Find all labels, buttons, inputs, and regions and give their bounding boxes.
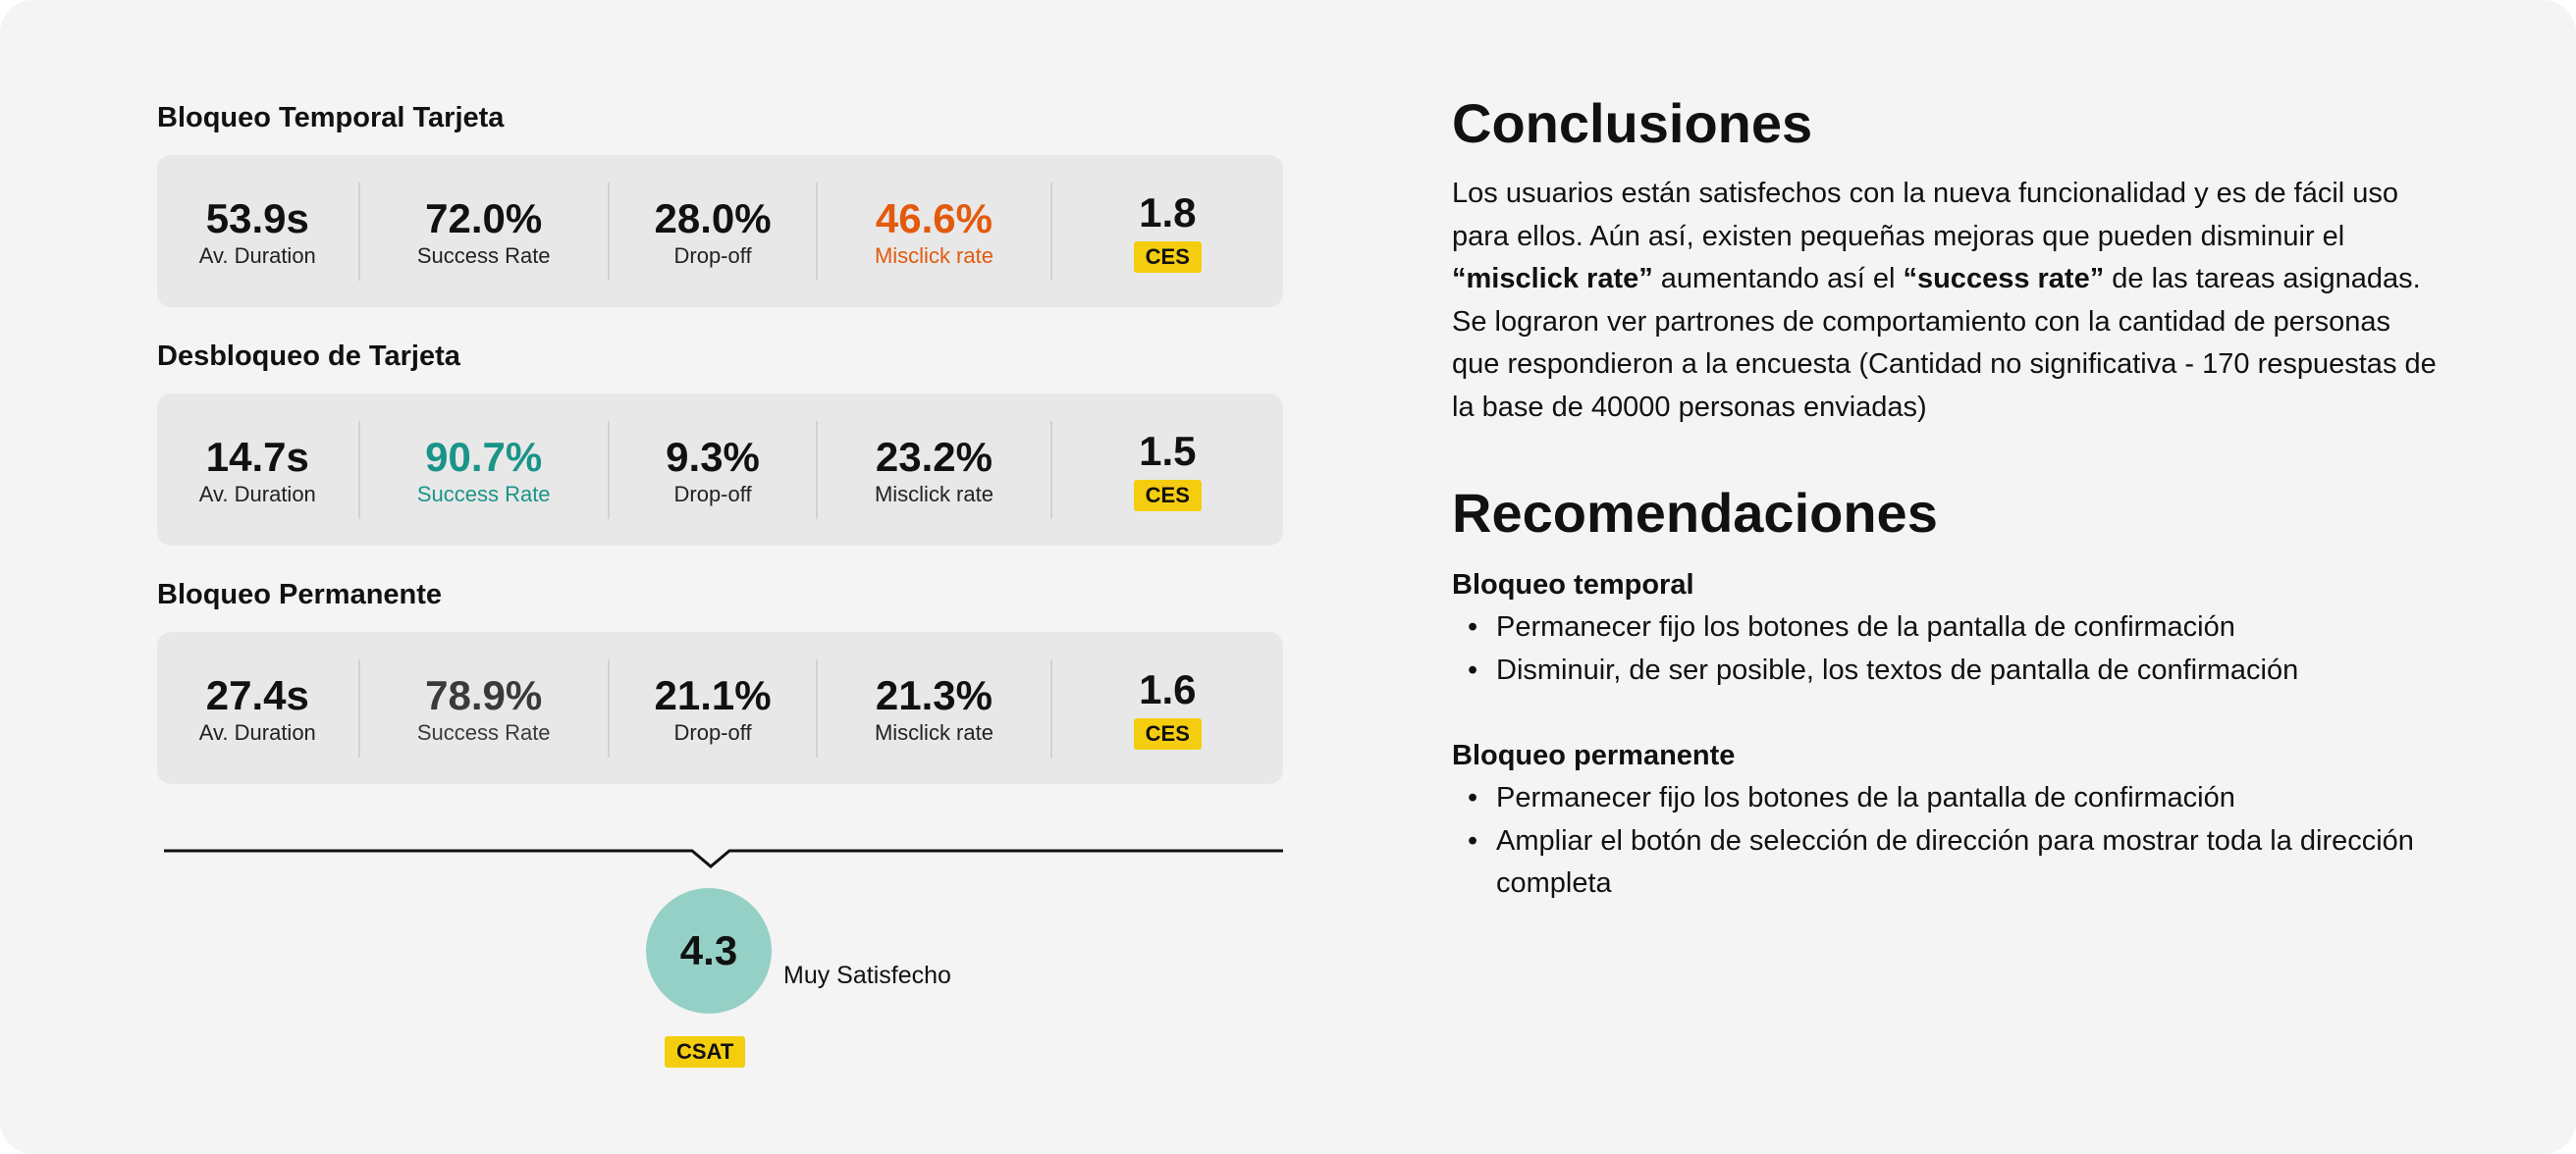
metrics-column: Bloqueo Temporal Tarjeta 53.9s Av. Durat… [157,98,1283,813]
metric-label: Drop-off [673,242,752,268]
connector-line-icon [164,849,1283,868]
metric-dropoff: 28.0% Drop-off [610,183,817,281]
divider [607,182,610,281]
metric-value: 23.2% [875,433,993,480]
metric-value: 27.4s [205,671,309,718]
recommendation-group-title: Bloqueo temporal [1452,569,1694,601]
metric-value: 14.7s [205,433,309,480]
metric-misclick: 46.6% Misclick rate [818,183,1049,281]
metric-label: Success Rate [416,481,551,506]
recommendation-list: Permanecer fijo los botones de la pantal… [1452,606,2443,692]
divider [357,658,360,758]
text-column: Conclusiones Los usuarios están satisfec… [1452,90,2443,906]
conclusions-bold-term: “misclick rate” [1452,263,1653,294]
block-desbloqueo: Desbloqueo de Tarjeta 14.7s Av. Duration… [157,337,1283,546]
divider [607,420,610,519]
metric-label: Misclick rate [874,242,993,268]
metrics-card: 14.7s Av. Duration 90.7% Success Rate 9.… [157,393,1283,546]
metric-value: 46.6% [875,194,993,241]
conclusions-paragraph-2: Se lograron ver partrones de comportamie… [1452,305,2437,423]
list-item: Ampliar el botón de selección de direcci… [1452,820,2443,906]
metric-ces: 1.5 CES [1052,421,1283,519]
csat-connector-line [162,839,1283,878]
list-item: Permanecer fijo los botones de la pantal… [1452,777,2443,820]
divider [816,182,819,281]
metric-value: 21.3% [875,671,993,718]
block-permanente: Bloqueo Permanente 27.4s Av. Duration 78… [157,575,1283,784]
metric-label: Av. Duration [198,242,316,268]
metric-value: 1.5 [1139,427,1197,474]
ces-badge: CES [1133,717,1202,750]
divider [816,658,819,758]
metric-value: 78.9% [425,671,543,718]
metric-label: Av. Duration [198,481,316,506]
metric-ces: 1.6 CES [1052,659,1283,758]
conclusions-text: de las tareas asignadas. [2104,263,2421,294]
metric-duration: 27.4s Av. Duration [157,659,358,758]
divider [1049,658,1052,758]
metric-success: 72.0% Success Rate [360,183,608,281]
metrics-card: 53.9s Av. Duration 72.0% Success Rate 28… [157,155,1283,307]
conclusions-text: Los usuarios están satisfechos con la nu… [1452,178,2399,252]
divider [607,658,610,758]
metric-duration: 14.7s Av. Duration [157,421,358,519]
recommendations-title: Recomendaciones [1452,482,1938,544]
list-item: Disminuir, de ser posible, los textos de… [1452,650,2443,693]
metric-dropoff: 9.3% Drop-off [610,421,817,519]
block-title: Desbloqueo de Tarjeta [157,341,460,372]
csat-score-circle: 4.3 [646,888,772,1014]
metric-value: 53.9s [205,194,309,241]
metric-value: 21.1% [654,671,772,718]
metric-success: 78.9% Success Rate [360,659,608,758]
divider [1049,182,1052,281]
ces-badge: CES [1133,479,1202,511]
metric-label: Success Rate [416,242,551,268]
csat-value: 4.3 [679,927,738,973]
metric-label: Misclick rate [874,719,993,745]
conclusions-paragraph-1: Los usuarios están satisfechos con la nu… [1452,173,2443,301]
divider [1049,420,1052,519]
metric-misclick: 23.2% Misclick rate [818,421,1049,519]
block-title: Bloqueo Temporal Tarjeta [157,102,505,133]
recommendation-list: Permanecer fijo los botones de la pantal… [1452,777,2443,906]
metric-value: 1.6 [1139,665,1197,712]
metric-value: 90.7% [425,433,543,480]
metric-value: 1.8 [1139,188,1197,236]
metric-value: 28.0% [654,194,772,241]
list-item: Permanecer fijo los botones de la pantal… [1452,606,2443,650]
metric-label: Misclick rate [874,481,993,506]
conclusions-title: Conclusiones [1452,92,1813,154]
csat-badge-wrap: CSAT [665,1030,746,1068]
recommendation-group-title: Bloqueo permanente [1452,740,1736,771]
block-title: Bloqueo Permanente [157,579,443,610]
metric-label: Av. Duration [198,719,316,745]
recommendation-group-permanente: Bloqueo permanente Permanecer fijo los b… [1452,735,2443,906]
metric-label: Success Rate [416,719,551,745]
metric-value: 72.0% [425,194,543,241]
metrics-card: 27.4s Av. Duration 78.9% Success Rate 21… [157,632,1283,784]
conclusions-bold-term: “success rate” [1903,263,2105,294]
metric-dropoff: 21.1% Drop-off [610,659,817,758]
metric-ces: 1.8 CES [1052,183,1283,281]
metric-label: Drop-off [673,719,752,745]
recommendation-group-temporal: Bloqueo temporal Permanecer fijo los bot… [1452,564,2443,692]
conclusions-text: aumentando así el [1652,263,1904,294]
metric-misclick: 21.3% Misclick rate [818,659,1049,758]
csat-description: Muy Satisfecho [783,962,951,989]
divider [357,420,360,519]
divider [816,420,819,519]
metric-success: 90.7% Success Rate [360,421,608,519]
divider [357,182,360,281]
metric-duration: 53.9s Av. Duration [157,183,358,281]
metric-value: 9.3% [666,433,760,480]
block-temporal: Bloqueo Temporal Tarjeta 53.9s Av. Durat… [157,98,1283,307]
ces-badge: CES [1133,240,1202,273]
metric-label: Drop-off [673,481,752,506]
csat-badge: CSAT [665,1036,746,1068]
